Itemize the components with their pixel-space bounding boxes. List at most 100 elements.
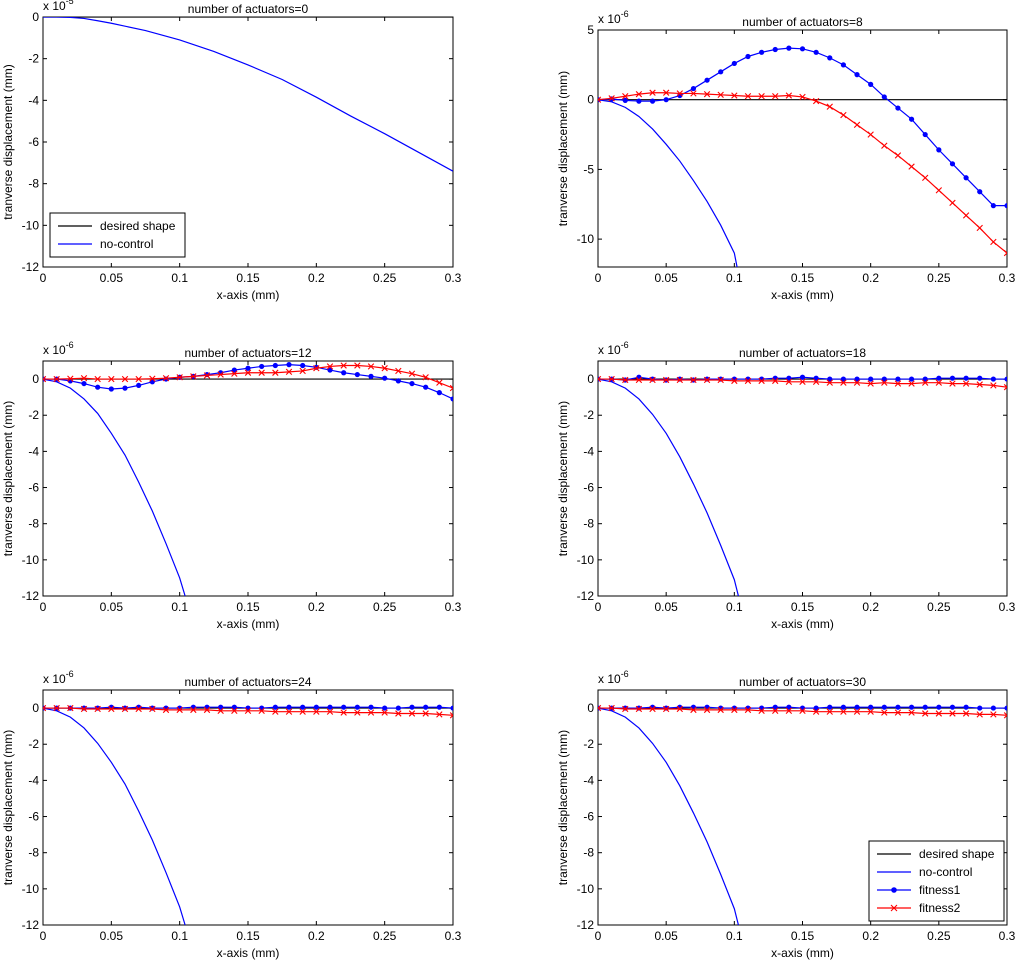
data-point-fitness1 bbox=[272, 362, 278, 369]
data-point-fitness1 bbox=[868, 81, 874, 87]
data-point-fitness2 bbox=[976, 711, 983, 718]
series-group bbox=[43, 362, 453, 596]
series-group bbox=[598, 45, 1007, 267]
data-point-fitness2 bbox=[608, 704, 615, 712]
data-point-fitness2 bbox=[53, 375, 60, 383]
data-point-fitness2 bbox=[354, 362, 361, 369]
data-point-fitness2 bbox=[853, 379, 861, 386]
data-point-fitness1 bbox=[922, 376, 928, 382]
data-point-fitness2 bbox=[313, 708, 320, 715]
y-axis-label: tranverse displacement (mm) bbox=[1, 730, 15, 885]
x-tick-label: 0.2 bbox=[308, 929, 325, 943]
y-tick-label: 0 bbox=[587, 372, 594, 386]
data-point-fitness2 bbox=[744, 93, 752, 100]
data-point-fitness2 bbox=[408, 370, 416, 377]
data-point-fitness1 bbox=[204, 704, 210, 710]
data-point-fitness1 bbox=[622, 705, 628, 711]
data-point-fitness2 bbox=[772, 707, 779, 714]
data-point-fitness1 bbox=[636, 374, 642, 380]
x-tick-label: 0.1 bbox=[726, 271, 743, 285]
data-point-fitness2 bbox=[799, 378, 806, 385]
data-point-fitness2 bbox=[690, 706, 697, 714]
x-tick-label: 0.2 bbox=[862, 929, 879, 943]
data-point-fitness1 bbox=[854, 72, 860, 78]
x-axis-label: x-axis (mm) bbox=[771, 617, 834, 631]
data-point-fitness1 bbox=[895, 105, 901, 111]
data-point-fitness2 bbox=[217, 707, 224, 714]
x-tick-label: 0.2 bbox=[308, 271, 325, 285]
data-point-fitness2 bbox=[935, 710, 943, 717]
chart-panel-2: number of actuators=12x 10-60 0.05 0.1 0.15… bbox=[1, 340, 462, 631]
data-point-fitness2 bbox=[703, 376, 711, 384]
data-point-fitness1 bbox=[990, 705, 996, 711]
data-point-fitness2 bbox=[703, 706, 711, 714]
data-point-fitness1 bbox=[813, 375, 819, 381]
exponent-prefix: x 10 bbox=[43, 343, 66, 357]
data-point-fitness1 bbox=[690, 704, 697, 710]
data-point-fitness1 bbox=[259, 705, 265, 711]
data-point-fitness2 bbox=[381, 365, 388, 372]
data-point-fitness2 bbox=[108, 375, 115, 383]
data-point-fitness2 bbox=[608, 95, 615, 102]
data-point-fitness1 bbox=[759, 705, 765, 711]
data-point-fitness2 bbox=[367, 709, 375, 716]
data-point-fitness2 bbox=[354, 709, 361, 716]
data-point-fitness1 bbox=[718, 376, 724, 382]
data-point-fitness2 bbox=[598, 96, 602, 103]
data-point-fitness1 bbox=[245, 705, 251, 711]
x-axis-label: x-axis (mm) bbox=[217, 617, 280, 631]
exponent-power: -6 bbox=[621, 9, 629, 19]
data-point-fitness2 bbox=[108, 705, 115, 713]
data-point-fitness1 bbox=[799, 46, 806, 52]
data-point-fitness1 bbox=[840, 704, 847, 710]
data-point-fitness2 bbox=[313, 365, 320, 372]
data-point-fitness1 bbox=[786, 45, 792, 51]
chart-title: number of actuators=18 bbox=[739, 346, 866, 360]
data-point-fitness2 bbox=[176, 706, 183, 714]
data-point-fitness2 bbox=[449, 712, 453, 719]
data-point-fitness2 bbox=[80, 705, 88, 713]
data-point-fitness2 bbox=[381, 709, 388, 716]
series-group bbox=[598, 704, 1007, 925]
x-tick-label: 0.25 bbox=[373, 600, 397, 614]
y-tick-label: -4 bbox=[28, 444, 39, 458]
y-tick-label: -8 bbox=[583, 517, 594, 531]
data-point-fitness2 bbox=[67, 375, 74, 382]
data-point-fitness2 bbox=[758, 377, 765, 385]
data-point-fitness2 bbox=[744, 377, 752, 385]
data-point-fitness2 bbox=[449, 384, 453, 392]
data-point-fitness2 bbox=[949, 380, 956, 387]
x-tick-label: 0.25 bbox=[373, 271, 397, 285]
x-tick-label: 0.1 bbox=[171, 929, 188, 943]
y-tick-label: -2 bbox=[583, 737, 594, 751]
data-point-fitness2 bbox=[53, 704, 60, 712]
y-tick-label: 0 bbox=[587, 93, 594, 107]
data-point-fitness2 bbox=[436, 711, 443, 718]
data-point-fitness2 bbox=[635, 705, 643, 713]
data-point-fitness2 bbox=[231, 370, 238, 377]
data-point-fitness2 bbox=[94, 705, 101, 713]
exponent-prefix: x 10 bbox=[598, 672, 621, 686]
series-line-no-control bbox=[598, 378, 740, 596]
data-point-fitness1 bbox=[649, 376, 656, 382]
y-tick-label: 0 bbox=[32, 10, 39, 24]
data-point-fitness1 bbox=[436, 390, 442, 396]
data-point-fitness2 bbox=[881, 379, 888, 386]
data-point-fitness1 bbox=[745, 53, 751, 60]
series-group bbox=[43, 704, 453, 925]
y-tick-label: -5 bbox=[583, 162, 594, 176]
y-tick-label: -6 bbox=[583, 481, 594, 495]
data-point-fitness1 bbox=[977, 375, 983, 381]
x-tick-label: 0.05 bbox=[654, 929, 678, 943]
data-point-fitness1 bbox=[1004, 203, 1007, 209]
y-tick-label: -8 bbox=[28, 177, 39, 191]
y-tick-label: -10 bbox=[22, 218, 40, 232]
data-point-fitness1 bbox=[163, 376, 169, 382]
data-point-fitness2 bbox=[149, 375, 156, 382]
data-point-fitness1 bbox=[395, 378, 401, 384]
data-point-fitness2 bbox=[340, 709, 347, 716]
data-point-fitness1 bbox=[423, 384, 429, 390]
data-point-fitness2 bbox=[922, 710, 929, 717]
x-axis-label: x-axis (mm) bbox=[217, 288, 280, 302]
x-tick-label: 0 bbox=[40, 600, 47, 614]
